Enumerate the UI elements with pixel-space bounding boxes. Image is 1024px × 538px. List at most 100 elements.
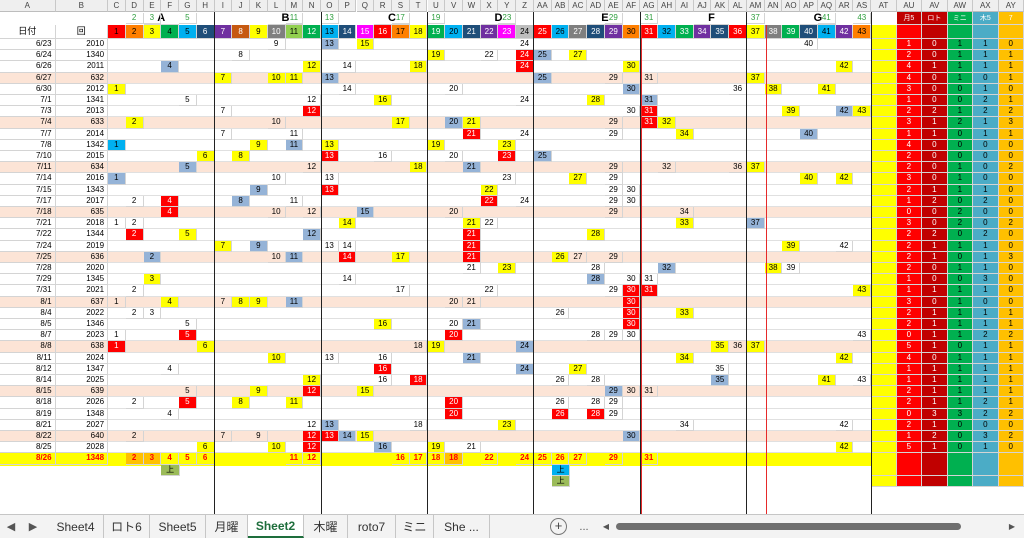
number-cell[interactable]: 21 <box>462 229 481 241</box>
number-cell[interactable]: 1 <box>108 139 126 151</box>
date-cell[interactable]: 7/14 <box>0 173 56 185</box>
number-cell[interactable]: 2 <box>125 117 144 129</box>
number-cell[interactable]: 42 <box>835 173 854 185</box>
summary-cell-ay[interactable]: 0 <box>998 274 1024 286</box>
header-number-3[interactable]: 3 <box>143 25 162 39</box>
header-number-15[interactable]: 15 <box>356 25 375 39</box>
table-row[interactable] <box>0 386 872 398</box>
round-cell[interactable]: 2010 <box>55 39 109 51</box>
number-cell[interactable]: 35 <box>711 341 730 353</box>
number-cell[interactable]: 2 <box>125 195 144 207</box>
round-cell[interactable]: 1341 <box>55 95 109 107</box>
number-cell[interactable]: 42 <box>835 61 854 73</box>
number-cell[interactable]: 43 <box>853 106 872 118</box>
summary-cell-av[interactable]: 1 <box>922 285 948 297</box>
number-cell[interactable]: 21 <box>462 352 481 364</box>
summary-cell-ax[interactable]: 0 <box>973 173 999 185</box>
round-cell[interactable]: 1348 <box>55 408 109 420</box>
summary-cell-av[interactable]: 2 <box>922 229 948 241</box>
round-cell[interactable]: 1343 <box>55 184 109 196</box>
number-cell[interactable]: 5 <box>179 95 197 107</box>
date-cell[interactable]: 6/27 <box>0 72 56 84</box>
round-cell[interactable]: 637 <box>55 296 109 308</box>
number-cell[interactable]: 7 <box>214 240 233 252</box>
number-cell[interactable]: 4 <box>161 61 179 73</box>
current-number-cell[interactable]: 6 <box>196 453 215 465</box>
summary-cell-aw[interactable]: 0 <box>947 83 974 95</box>
number-cell[interactable]: 24 <box>516 61 534 73</box>
number-cell[interactable]: 16 <box>374 319 392 331</box>
number-cell[interactable]: 13 <box>321 72 339 84</box>
number-cell[interactable]: 30 <box>622 296 641 308</box>
number-cell[interactable]: 13 <box>321 139 339 151</box>
number-cell[interactable]: 2 <box>125 431 144 443</box>
column-header-o[interactable]: O <box>321 0 339 12</box>
number-cell[interactable]: 40 <box>800 128 818 140</box>
summary-cell-ay[interactable]: 2 <box>998 431 1024 443</box>
round-cell[interactable]: 2021 <box>55 285 109 297</box>
summary-cell-av[interactable]: 1 <box>922 240 948 252</box>
column-header-an[interactable]: AN <box>764 0 783 12</box>
date-cell[interactable]: 7/21 <box>0 218 56 230</box>
number-cell[interactable]: 13 <box>321 431 339 443</box>
tab-sheet2[interactable]: Sheet2 <box>248 515 304 538</box>
summary-cell-ax[interactable]: 1 <box>973 352 999 364</box>
number-cell[interactable]: 18 <box>409 419 428 431</box>
number-cell[interactable]: 9 <box>250 184 268 196</box>
number-cell[interactable]: 34 <box>675 128 694 140</box>
column-header-y[interactable]: Y <box>498 0 517 12</box>
column-header-j[interactable]: J <box>232 0 250 12</box>
date-cell[interactable]: 7/11 <box>0 162 56 174</box>
table-row[interactable] <box>0 83 872 95</box>
column-header-aa[interactable]: AA <box>533 0 552 12</box>
number-cell[interactable]: 17 <box>392 251 410 263</box>
table-row[interactable] <box>0 263 872 275</box>
number-cell[interactable]: 29 <box>604 195 623 207</box>
number-cell[interactable]: 10 <box>267 352 286 364</box>
number-cell[interactable]: 4 <box>161 363 179 375</box>
summary-cell-au[interactable]: 2 <box>896 229 923 241</box>
number-cell[interactable]: 23 <box>498 263 517 275</box>
summary-cell-av[interactable]: 0 <box>922 218 948 230</box>
summary-cell-av[interactable]: 1 <box>922 442 948 454</box>
summary-cell-aw[interactable]: 1 <box>947 173 974 185</box>
number-cell[interactable]: 17 <box>392 117 410 129</box>
number-cell[interactable]: 20 <box>445 151 463 163</box>
number-cell[interactable]: 24 <box>516 128 534 140</box>
header-number-33[interactable]: 33 <box>675 25 694 39</box>
current-number-cell[interactable]: 22 <box>480 453 499 465</box>
round-cell[interactable]: 2016 <box>55 173 109 185</box>
summary-cell-ay[interactable]: 0 <box>998 139 1024 151</box>
summary-cell-ay[interactable]: 2 <box>998 408 1024 420</box>
number-cell[interactable]: 22 <box>480 50 499 62</box>
number-cell[interactable]: 31 <box>640 72 659 84</box>
number-cell[interactable]: 26 <box>551 251 570 263</box>
number-cell[interactable]: 8 <box>232 397 250 409</box>
header-number-32[interactable]: 32 <box>658 25 676 39</box>
date-cell[interactable]: 7/17 <box>0 195 56 207</box>
number-cell[interactable]: 11 <box>285 72 304 84</box>
number-cell[interactable]: 14 <box>338 83 357 95</box>
number-cell[interactable]: 10 <box>267 117 286 129</box>
summary-cell-au[interactable]: 4 <box>896 352 923 364</box>
summary-cell-av[interactable]: 3 <box>922 408 948 420</box>
scroll-left-arrow[interactable]: ◀ <box>602 522 610 531</box>
tab--[interactable]: 木曜 <box>304 515 348 538</box>
round-cell[interactable]: 638 <box>55 341 109 353</box>
round-cell[interactable]: 636 <box>55 251 109 263</box>
date-cell[interactable]: 8/5 <box>0 319 56 331</box>
table-row[interactable] <box>0 128 872 140</box>
date-cell[interactable]: 8/21 <box>0 419 56 431</box>
header-number-12[interactable]: 12 <box>303 25 321 39</box>
number-cell[interactable]: 24 <box>516 95 534 107</box>
scroll-thumb[interactable] <box>616 523 961 530</box>
summary-cell-au[interactable]: 2 <box>896 151 923 163</box>
number-cell[interactable]: 2 <box>143 251 162 263</box>
number-cell[interactable]: 18 <box>409 341 428 353</box>
number-cell[interactable]: 29 <box>604 330 623 342</box>
number-cell[interactable]: 29 <box>604 184 623 196</box>
number-cell[interactable]: 1 <box>108 330 126 342</box>
round-cell[interactable]: 2020 <box>55 263 109 275</box>
summary-cell-ay[interactable]: 0 <box>998 263 1024 275</box>
